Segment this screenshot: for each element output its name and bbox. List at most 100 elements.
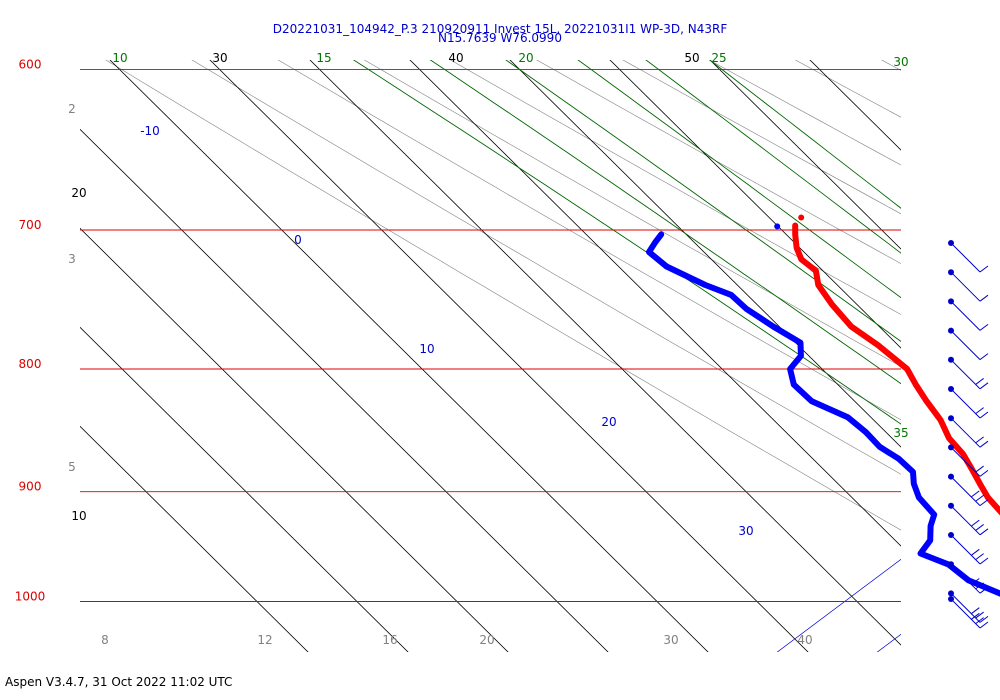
isotherm-label: 20: [71, 186, 86, 200]
wind-barb: [948, 356, 989, 390]
wind-barb-staff: [950, 417, 981, 448]
wind-barb-staff: [950, 534, 981, 565]
bottom-axis-label: 30: [663, 633, 678, 647]
wind-barb: [948, 596, 989, 629]
isobars: [80, 68, 901, 602]
temperature-top-marker: [798, 214, 805, 221]
wind-barb-feather: [975, 582, 984, 590]
isotherm-label: 10: [71, 509, 86, 523]
wind-barb-feather: [979, 294, 989, 302]
wind-barb: [948, 240, 989, 273]
wind-barb-feather: [979, 382, 989, 390]
isotherm-label: 40: [448, 51, 463, 65]
wind-barb-feather: [979, 265, 989, 273]
wind-barb-feather: [979, 616, 989, 623]
wind-barb-feather: [970, 490, 980, 498]
pressure-tick-label: 600: [19, 57, 42, 71]
isotherm: [709, 60, 901, 250]
wind-barb-feather: [979, 528, 989, 536]
wind-barb: [948, 561, 989, 594]
dry-adiabat: [277, 60, 901, 421]
moist-adiabat-label: 35: [893, 426, 908, 440]
isotherm: [309, 60, 901, 646]
wind-barb-feather: [975, 494, 984, 502]
sounding-profiles: [646, 214, 1000, 597]
dry-adiabat: [708, 60, 901, 166]
mixing-ratio-label: 30: [738, 524, 753, 538]
wind-barb-staff: [950, 388, 981, 419]
dry-adiabats: [105, 60, 901, 531]
wind-barb-staff: [950, 359, 981, 390]
pressure-tick-label: 800: [19, 357, 42, 371]
mixing-ratio-label: 10: [419, 342, 434, 356]
mixing-ratio-label: 20: [601, 415, 616, 429]
wind-barb-feather: [979, 469, 989, 477]
temperature-profile: [792, 222, 1000, 516]
wind-barbs: [948, 240, 989, 629]
dry-adiabat: [622, 60, 901, 215]
wind-barb-feather: [970, 578, 980, 585]
isotherm: [209, 60, 809, 652]
wind-barb-staff: [950, 330, 981, 360]
wind-barb-staff: [950, 563, 981, 594]
moist-adiabat-label: 30: [893, 55, 908, 69]
wind-barb: [948, 386, 989, 419]
wind-barb-feather: [979, 499, 989, 507]
moist-adiabat-label: 10: [112, 51, 127, 65]
isotherm-label: 50: [684, 51, 699, 65]
wind-barb-feather: [975, 617, 984, 625]
wind-barb: [948, 415, 989, 448]
wind-barb-staff: [950, 505, 981, 536]
isotherm: [80, 425, 309, 652]
moist-adiabat: [709, 60, 901, 209]
wind-barb: [948, 327, 989, 361]
dewpoint-top-marker: [774, 223, 781, 230]
wind-barb: [948, 473, 989, 507]
wind-barb: [948, 502, 989, 536]
isotherm: [80, 128, 609, 652]
wind-barb-feather: [970, 612, 980, 620]
pressure-tick-label: 900: [19, 480, 42, 494]
wind-barb-feather: [979, 353, 989, 361]
wind-barb-feather: [970, 519, 980, 527]
moist-adiabat-label: 15: [316, 51, 331, 65]
pressure-tick-label: 1000: [15, 590, 46, 604]
moist-adiabat: [577, 60, 901, 299]
wind-barb-staff: [950, 447, 981, 477]
wind-barb-feather: [970, 607, 980, 615]
wind-barb-feather: [975, 524, 984, 531]
wind-barb: [948, 444, 989, 477]
dry-adiabat: [450, 60, 901, 315]
wind-barb-feather: [975, 378, 984, 385]
bottom-axis-label: 20: [479, 633, 494, 647]
moist-adiabat: [352, 60, 901, 425]
moist-adiabat: [645, 60, 901, 254]
mixing-ratio-label: 0: [294, 233, 302, 247]
wind-barb: [948, 590, 989, 623]
footer-version: Aspen V3.4.7, 31 Oct 2022 11:02 UTC: [5, 675, 232, 689]
wind-barb-feather: [975, 407, 984, 415]
dry-adiabat: [363, 60, 901, 367]
wind-barb-feather: [979, 586, 989, 594]
dry-adiabat-label: 5: [68, 460, 76, 474]
wind-barb-feather: [979, 621, 989, 629]
isotherm: [109, 60, 709, 652]
isotherm: [80, 227, 509, 652]
moist-adiabat: [505, 60, 901, 343]
wind-barb-feather: [970, 548, 980, 556]
chart-title-line2: N15.7639 W76.0990: [438, 31, 562, 45]
mixing-ratio-line: [876, 633, 901, 652]
wind-barb-feather: [975, 611, 984, 619]
wind-barb-staff: [950, 271, 981, 302]
wind-barb: [948, 269, 989, 302]
wind-barb-feather: [979, 440, 989, 448]
wind-barb-staff: [950, 598, 981, 629]
dry-adiabat: [536, 60, 901, 265]
wind-barb-staff: [950, 476, 981, 506]
isotherm-label: 30: [212, 51, 227, 65]
isotherm: [609, 60, 901, 349]
moist-adiabats: [352, 60, 901, 425]
wind-barb-feather: [975, 436, 984, 444]
